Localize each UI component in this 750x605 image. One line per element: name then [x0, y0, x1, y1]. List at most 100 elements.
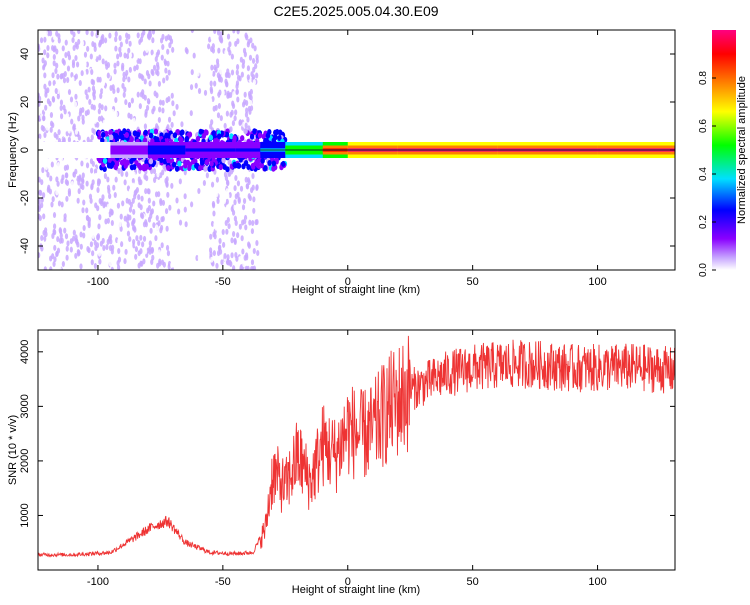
noise-mark: [239, 265, 243, 270]
noise-mark: [129, 201, 133, 208]
noise-mark: [64, 233, 69, 240]
noise-mark: [228, 41, 232, 48]
noise-mark: [224, 49, 228, 56]
noise-mark: [152, 64, 157, 71]
band-noise-mark: [174, 165, 180, 172]
noise-mark: [105, 244, 109, 251]
noise-mark: [91, 122, 96, 129]
noise-mark: [244, 111, 249, 118]
noise-mark: [38, 45, 41, 52]
band-noise-mark: [129, 136, 134, 143]
noise-mark: [217, 103, 221, 110]
noise-mark: [58, 266, 62, 270]
noise-mark: [92, 94, 96, 101]
noise-mark: [98, 102, 102, 109]
noise-mark: [242, 198, 247, 205]
band-noise-mark: [201, 132, 207, 139]
noise-mark: [250, 71, 254, 78]
noise-mark: [67, 127, 71, 134]
noise-mark: [69, 238, 73, 245]
noise-mark: [138, 114, 142, 121]
noise-mark: [116, 87, 120, 94]
noise-mark: [80, 160, 84, 167]
noise-mark: [161, 199, 166, 206]
noise-mark: [128, 191, 133, 198]
noise-mark: [180, 121, 184, 128]
noise-mark: [88, 193, 93, 200]
noise-mark: [250, 228, 255, 235]
noise-mark: [235, 83, 239, 90]
noise-mark: [151, 37, 155, 44]
noise-mark: [125, 216, 130, 223]
noise-mark: [123, 52, 127, 59]
band-noise-mark: [232, 135, 237, 142]
noise-mark: [87, 86, 91, 93]
band-noise-mark: [177, 160, 182, 167]
band-noise-mark: [102, 157, 108, 164]
noise-mark: [118, 34, 122, 41]
noise-mark: [65, 245, 69, 252]
noise-mark: [226, 180, 230, 187]
noise-mark: [124, 99, 128, 106]
noise-mark: [59, 104, 63, 111]
noise-mark: [44, 66, 49, 73]
colorbar-tick-label: 0.2: [698, 215, 709, 229]
noise-mark: [137, 194, 141, 201]
snr-xtick-label: -100: [87, 576, 109, 588]
noise-mark: [81, 184, 85, 191]
noise-mark: [156, 171, 160, 178]
noise-mark: [182, 88, 186, 95]
noise-mark: [190, 69, 194, 76]
noise-mark: [223, 252, 227, 259]
noise-mark: [216, 72, 220, 79]
noise-mark: [226, 192, 230, 199]
noise-mark: [219, 76, 223, 83]
noise-mark: [137, 239, 141, 246]
noise-mark: [160, 54, 164, 61]
band-noise-mark: [271, 160, 277, 167]
noise-mark: [105, 229, 110, 236]
noise-mark: [197, 187, 201, 194]
band-noise-mark: [257, 132, 263, 139]
noise-mark: [60, 237, 64, 244]
noise-mark: [67, 89, 72, 96]
noise-mark: [122, 76, 126, 83]
noise-mark: [254, 63, 258, 70]
noise-mark: [54, 87, 58, 94]
noise-mark: [210, 34, 214, 41]
noise-mark: [113, 62, 117, 69]
noise-mark: [90, 167, 94, 174]
noise-mark: [209, 233, 213, 240]
noise-mark: [222, 183, 226, 190]
noise-mark: [240, 71, 244, 78]
noise-mark: [233, 115, 237, 122]
noise-mark: [113, 68, 117, 75]
noise-mark: [101, 34, 105, 41]
noise-mark: [147, 216, 152, 223]
band-noise-mark: [221, 157, 226, 164]
noise-mark: [96, 187, 100, 194]
noise-mark: [98, 258, 102, 265]
noise-mark: [139, 179, 143, 186]
band-noise-mark: [100, 137, 105, 144]
noise-mark: [92, 88, 96, 95]
noise-mark: [77, 115, 81, 122]
band-noise-mark: [164, 137, 169, 144]
noise-mark: [242, 121, 246, 128]
noise-mark: [50, 161, 54, 168]
noise-mark: [146, 97, 151, 104]
noise-mark: [83, 61, 87, 68]
noise-mark: [56, 161, 60, 168]
noise-mark: [117, 167, 121, 174]
noise-mark: [134, 175, 138, 182]
noise-mark: [251, 173, 255, 180]
noise-mark: [63, 227, 67, 234]
noise-mark: [93, 53, 97, 60]
spectrogram-xtick-label: -100: [87, 276, 109, 288]
noise-mark: [93, 213, 97, 220]
noise-mark: [116, 202, 121, 209]
noise-mark: [236, 96, 240, 103]
noise-mark: [114, 36, 118, 43]
noise-mark: [144, 219, 148, 226]
